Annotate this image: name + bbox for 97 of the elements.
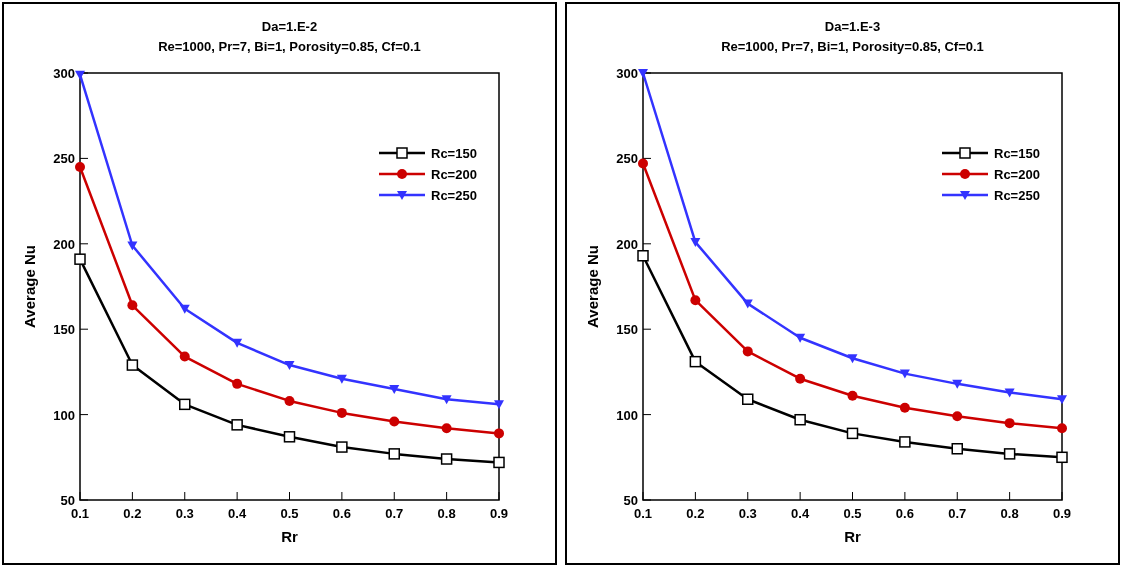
point	[127, 300, 138, 311]
x-tick-label: 0.2	[686, 506, 705, 521]
chart-subtitle: Re=1000, Pr=7, Bi=1, Porosity=0.85, Cf=0.1	[158, 39, 421, 54]
point	[795, 333, 806, 343]
point	[899, 402, 910, 413]
point	[126, 359, 139, 371]
point	[1003, 448, 1016, 460]
x-tick-label: 0.1	[70, 506, 90, 521]
point	[795, 373, 806, 384]
point	[1057, 395, 1067, 405]
point	[1056, 451, 1068, 464]
point	[179, 398, 191, 411]
point	[75, 161, 85, 172]
legend-label: Rc=200	[994, 167, 1040, 182]
y-tick-label: 200	[53, 236, 75, 252]
x-tick-label: 0.7	[948, 506, 967, 521]
point	[336, 407, 347, 418]
point	[1004, 418, 1015, 429]
y-tick-label: 150	[616, 322, 638, 338]
point	[441, 423, 452, 434]
point	[794, 413, 806, 426]
point	[74, 253, 86, 265]
point	[1004, 388, 1015, 398]
point	[638, 158, 648, 169]
legend-label: Rc=250	[994, 188, 1040, 203]
point	[179, 351, 190, 362]
point	[742, 346, 753, 357]
chart-subtitle: Re=1000, Pr=7, Bi=1, Porosity=0.85, Cf=0.1	[721, 39, 984, 54]
y-axis-title: Average Nu	[584, 245, 601, 328]
y-tick-label: 250	[53, 151, 75, 167]
x-tick-label: 0.5	[280, 506, 299, 521]
point	[847, 354, 858, 364]
chart-title: Da=1.E-2	[261, 19, 318, 34]
y-tick-label: 100	[53, 407, 75, 423]
x-tick-label: 0.6	[332, 506, 351, 521]
point	[952, 379, 963, 389]
point	[284, 361, 295, 371]
y-tick-label: 250	[616, 151, 638, 167]
x-tick-label: 0.3	[175, 506, 194, 521]
x-axis-title: Rr	[844, 528, 861, 545]
point	[389, 384, 400, 394]
point	[899, 436, 911, 448]
y-tick-label: 50	[623, 493, 638, 508]
legend-label: Rc=150	[994, 146, 1040, 161]
x-tick-label: 0.7	[385, 506, 404, 521]
point	[689, 355, 702, 368]
point	[899, 369, 910, 379]
point	[493, 456, 505, 469]
x-tick-label: 0.4	[228, 506, 247, 521]
x-tick-label: 0.8	[1000, 506, 1019, 521]
point	[231, 419, 243, 431]
legend-label: Rc=150	[431, 146, 477, 161]
x-tick-label: 0.3	[738, 506, 757, 521]
point	[75, 70, 85, 80]
point	[388, 448, 400, 460]
point	[951, 443, 963, 455]
y-tick-label: 300	[53, 66, 75, 81]
point	[232, 378, 243, 389]
x-tick-label: 0.1	[633, 506, 653, 521]
y-tick-label: 50	[60, 493, 75, 508]
point	[179, 304, 190, 314]
y-tick-label: 200	[616, 236, 638, 252]
y-tick-label: 300	[616, 66, 638, 81]
point	[846, 427, 859, 440]
x-axis-title: Rr	[281, 528, 298, 545]
point	[847, 390, 858, 401]
point	[284, 395, 295, 406]
x-tick-label: 0.9	[489, 506, 509, 521]
x-tick-label: 0.8	[437, 506, 456, 521]
point	[494, 428, 504, 439]
point	[742, 393, 754, 405]
point	[1057, 423, 1067, 434]
y-axis-title: Average Nu	[21, 245, 38, 328]
legend-label: Rc=200	[431, 167, 477, 182]
point	[336, 374, 347, 384]
y-tick-label: 150	[53, 322, 75, 338]
point	[440, 453, 453, 465]
point	[690, 238, 701, 248]
point	[441, 395, 452, 405]
point	[742, 299, 753, 309]
x-tick-label: 0.9	[1052, 506, 1072, 521]
x-tick-label: 0.5	[843, 506, 862, 521]
point	[690, 295, 701, 306]
x-tick-label: 0.6	[895, 506, 914, 521]
point	[637, 250, 649, 262]
x-tick-label: 0.2	[123, 506, 142, 521]
chart-title: Da=1.E-3	[824, 19, 881, 34]
point	[494, 400, 504, 410]
x-tick-label: 0.4	[791, 506, 810, 521]
point	[232, 338, 243, 348]
point	[283, 431, 296, 443]
y-tick-label: 100	[616, 407, 638, 423]
point	[389, 416, 400, 427]
point	[952, 411, 963, 422]
point	[336, 441, 348, 453]
point	[638, 69, 648, 78]
legend-label: Rc=250	[431, 188, 477, 203]
